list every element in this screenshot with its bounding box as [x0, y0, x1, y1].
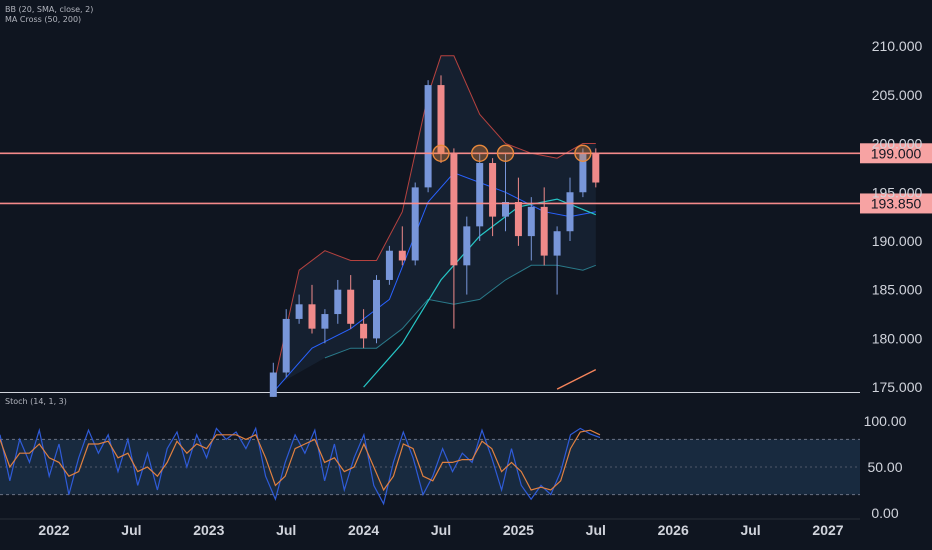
candle-body-2024-11 — [489, 163, 497, 217]
time-tick-1: Jul — [121, 522, 141, 538]
time-tick-8: 2026 — [658, 522, 689, 538]
level-badge-0 — [860, 143, 932, 164]
candle-body-2023-07 — [282, 318, 290, 373]
candle-body-2023-12 — [347, 289, 355, 324]
time-tick-4: 2024 — [348, 522, 379, 538]
price-tick-4: 190.000 — [872, 233, 923, 249]
price-tick-2: 200.000 — [872, 136, 923, 152]
ma200-line — [556, 368, 597, 390]
bb-lower-line — [324, 264, 596, 359]
candle-body-2025-07 — [592, 153, 600, 183]
level-label-1: 193.850 — [871, 195, 922, 211]
stoch-k-line — [0, 426, 601, 506]
level-label-0: 199.000 — [871, 145, 922, 161]
candle-body-2024-05 — [411, 187, 419, 261]
price-tick-7: 175.000 — [872, 379, 923, 395]
price-tick-6: 180.000 — [872, 330, 923, 346]
time-tick-6: 2025 — [503, 522, 534, 538]
stoch-tick-2: 0.00 — [871, 505, 898, 521]
stoch-tick-1: 50.00 — [867, 459, 902, 475]
time-tick-7: Jul — [586, 522, 606, 538]
touch-marker-0 — [432, 144, 450, 162]
candle-body-2024-06 — [424, 85, 432, 188]
candle-body-2023-09 — [308, 304, 316, 329]
candle-body-2024-10 — [476, 163, 484, 227]
stoch-d-line — [0, 429, 601, 492]
time-tick-5: Jul — [431, 522, 451, 538]
candle-body-2023-11 — [334, 289, 342, 315]
touch-marker-3 — [574, 144, 592, 162]
candle-body-2024-02 — [373, 279, 380, 339]
candle-body-2024-09 — [463, 226, 471, 266]
candle-body-2025-01 — [514, 202, 522, 237]
price-tick-1: 205.000 — [872, 87, 923, 103]
time-tick-3: Jul — [276, 522, 296, 538]
price-tick-3: 195.000 — [872, 184, 923, 200]
ma-legend: MA Cross (50, 200) — [5, 15, 82, 24]
bb-upper-line — [272, 55, 596, 388]
time-tick-2: 2023 — [193, 522, 224, 538]
candle-body-2025-04 — [553, 231, 561, 256]
horizontal-levels: 199.000 193.850 — [0, 143, 932, 214]
bb-legend: BB (20, SMA, close, 2) — [5, 5, 94, 14]
grid — [0, 392, 860, 520]
candle-body-2024-12 — [502, 202, 509, 217]
candles — [269, 75, 600, 397]
price-tick-5: 185.000 — [872, 282, 923, 298]
time-tick-0: 2022 — [38, 522, 69, 538]
touch-marker-1 — [471, 144, 489, 162]
candle-body-2024-07 — [437, 85, 445, 154]
candle-body-2025-03 — [540, 206, 548, 256]
candle-body-2023-08 — [295, 304, 303, 319]
candle-body-2024-08 — [450, 153, 458, 266]
candle-body-2025-05 — [566, 192, 574, 232]
candle-body-2025-06 — [579, 153, 587, 193]
candle-body-2025-02 — [527, 206, 535, 237]
stochastic-pane — [0, 426, 860, 506]
stoch-tick-0: 100.00 — [864, 413, 907, 429]
time-tick-10: 2027 — [812, 522, 843, 538]
axes: 210.000 205.000 200.000 195.000 190.000 185.0… — [38, 38, 922, 538]
stoch-legend: Stoch (14, 1, 3) — [5, 397, 67, 406]
time-tick-9: Jul — [740, 522, 760, 538]
candle-body-2023-10 — [321, 314, 329, 329]
level-badge-1 — [860, 193, 932, 214]
candle-body-2024-03 — [385, 250, 393, 280]
candle-body-2023-06 — [269, 372, 277, 397]
touch-markers — [432, 144, 592, 162]
candle-body-2024-04 — [398, 250, 406, 261]
price-tick-0: 210.000 — [872, 38, 923, 54]
touch-marker-2 — [496, 144, 515, 162]
candle-body-2024-01 — [360, 323, 368, 339]
